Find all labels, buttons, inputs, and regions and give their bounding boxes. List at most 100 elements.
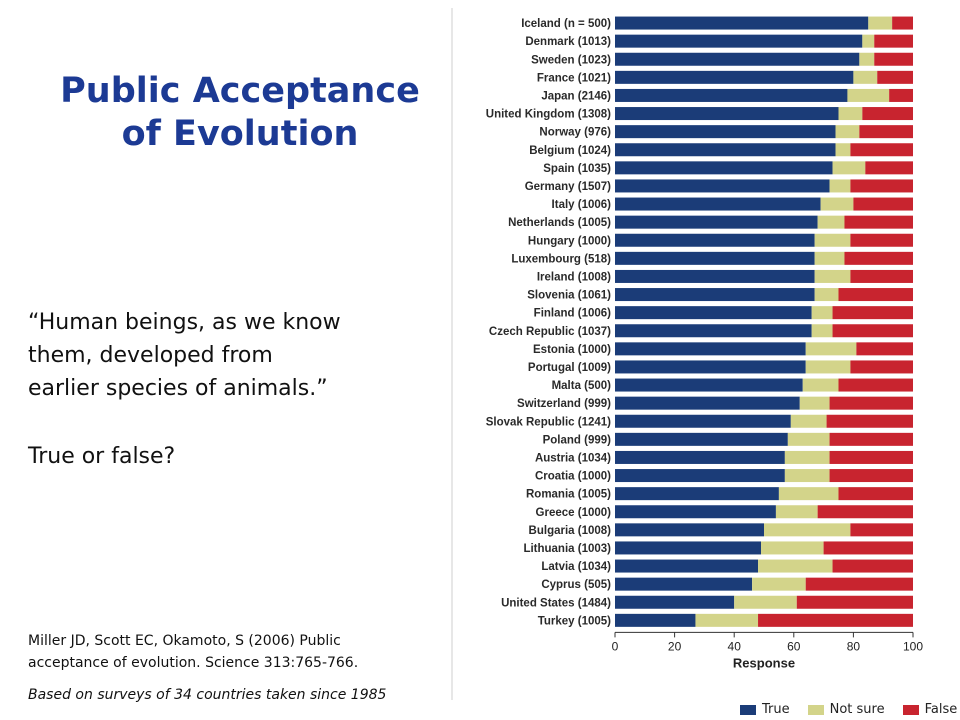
category-label: Iceland (n = 500) — [521, 18, 611, 30]
bar-true — [615, 577, 753, 591]
bar-true — [615, 70, 854, 84]
bar-false — [844, 215, 913, 229]
bar-false — [829, 432, 913, 446]
bar-true — [615, 541, 762, 555]
bar-false — [877, 70, 913, 84]
bar-true — [615, 179, 830, 193]
survey-question: True or false? — [28, 444, 176, 469]
legend-swatch-false — [902, 704, 919, 715]
category-label: Slovenia (1061) — [527, 290, 611, 302]
bar-true — [615, 342, 806, 356]
bar-true — [615, 143, 836, 157]
bar-true — [615, 360, 806, 374]
bar-true — [615, 306, 812, 320]
bar-true — [615, 469, 785, 483]
bar-false — [805, 577, 913, 591]
bar-not-sure — [805, 360, 851, 374]
slide-title: Public Acceptance of Evolution — [30, 70, 450, 156]
bar-true — [615, 432, 788, 446]
category-label: Italy (1006) — [552, 199, 612, 211]
bar-false — [758, 613, 913, 627]
bar-false — [889, 88, 913, 102]
bar-false — [865, 161, 913, 175]
stacked-bar-chart: Iceland (n = 500) Denmark (1013) Sweden (1… — [451, 8, 923, 700]
bar-not-sure — [832, 161, 866, 175]
bar-not-sure — [799, 396, 830, 410]
legend-label-not-sure: Not sure — [829, 702, 885, 717]
category-label: Luxembourg (518) — [511, 253, 611, 265]
bar-false — [829, 450, 913, 464]
bar-false — [829, 469, 913, 483]
category-label: Turkey (1005) — [538, 615, 611, 627]
bar-not-sure — [820, 197, 854, 211]
category-label: Netherlands (1005) — [508, 217, 611, 229]
bar-false — [850, 233, 913, 247]
bar-not-sure — [868, 16, 893, 30]
bar-false — [850, 143, 913, 157]
category-label: Lithuania (1003) — [523, 543, 611, 555]
bar-not-sure — [838, 107, 863, 121]
category-label: Finland (1006) — [534, 308, 611, 320]
bar-true — [615, 288, 815, 302]
bar-not-sure — [862, 34, 875, 48]
bar-true — [615, 52, 860, 66]
title-line-1: Public Acceptance — [60, 71, 420, 111]
bar-not-sure — [814, 269, 851, 283]
bar-false — [823, 541, 913, 555]
x-axis-label: Response — [733, 655, 795, 670]
bar-true — [615, 613, 696, 627]
bar-false — [859, 125, 913, 139]
bar-not-sure — [734, 595, 797, 609]
bar-not-sure — [805, 342, 857, 356]
bar-not-sure — [859, 52, 875, 66]
category-label: Switzerland (999) — [517, 398, 611, 410]
bar-true — [615, 107, 839, 121]
bar-true — [615, 269, 815, 283]
bar-true — [615, 161, 833, 175]
bar-not-sure — [790, 414, 827, 428]
bar-false — [874, 34, 913, 48]
bar-true — [615, 215, 818, 229]
bar-false — [850, 523, 913, 537]
bar-true — [615, 505, 776, 519]
bar-not-sure — [758, 559, 833, 573]
bar-not-sure — [761, 541, 824, 555]
statement-line-3: earlier species of animals.” — [28, 376, 328, 401]
legend-item-not-sure: Not sure — [807, 702, 885, 717]
legend-label-false: False — [924, 702, 958, 717]
x-tick-label: 20 — [668, 639, 682, 653]
bar-false — [832, 559, 913, 573]
category-label: Croatia (1000) — [535, 471, 611, 483]
bar-not-sure — [764, 523, 851, 537]
bar-not-sure — [775, 505, 818, 519]
legend-swatch-not-sure — [807, 704, 824, 715]
bar-not-sure — [811, 306, 833, 320]
bar-not-sure — [814, 251, 845, 265]
category-label: Slovak Republic (1241) — [486, 416, 611, 428]
citation: Miller JD, Scott EC, Okamoto, S (2006) P… — [28, 630, 458, 674]
x-tick-label: 0 — [612, 639, 619, 653]
statement-line-2: them, developed from — [28, 343, 273, 368]
bar-not-sure — [802, 378, 839, 392]
bar-true — [615, 251, 815, 265]
category-label: Germany (1507) — [525, 181, 611, 193]
bar-false — [832, 324, 913, 338]
statement-line-1: “Human beings, as we know — [28, 310, 341, 335]
bar-false — [796, 595, 913, 609]
bar-true — [615, 125, 836, 139]
category-label: Japan (2146) — [541, 90, 611, 102]
survey-note: Based on surveys of 34 countries taken s… — [28, 687, 387, 703]
bar-not-sure — [784, 469, 830, 483]
category-label: Austria (1034) — [535, 452, 611, 464]
bar-not-sure — [695, 613, 759, 627]
bar-true — [615, 324, 812, 338]
category-label: Bulgaria (1008) — [529, 525, 612, 537]
category-label: France (1021) — [537, 72, 611, 84]
bar-not-sure — [835, 125, 860, 139]
bar-not-sure — [817, 215, 845, 229]
x-tick-label: 80 — [847, 639, 861, 653]
category-label: United States (1484) — [501, 597, 611, 609]
bar-true — [615, 197, 821, 211]
bar-false — [838, 487, 913, 501]
category-label: United Kingdom (1308) — [486, 109, 611, 121]
